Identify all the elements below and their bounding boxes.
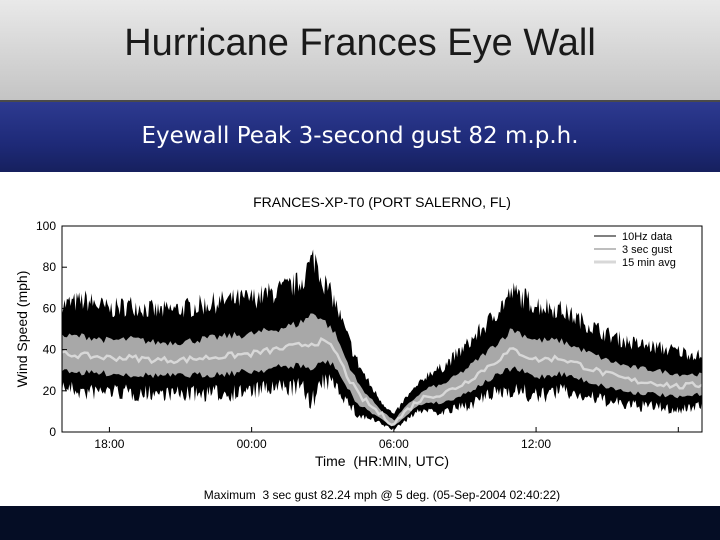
slide-subtitle: Eyewall Peak 3-second gust 82 m.p.h. [141, 123, 579, 149]
x-tick-label: 00:00 [237, 437, 267, 451]
x-tick-label: 06:00 [379, 437, 409, 451]
legend-label: 15 min avg [622, 257, 676, 269]
slide-title: Hurricane Frances Eye Wall [124, 22, 596, 64]
plot-frame [61, 225, 703, 433]
y-tick-label: 80 [43, 260, 57, 274]
chart-area: FRANCES-XP-T0 (PORT SALERNO, FL) 0 20 40 60… [0, 172, 720, 506]
y-axis-label: Wind Speed (mph) [14, 271, 30, 388]
15-min-avg-series [61, 337, 703, 427]
y-tick-label: 0 [49, 425, 56, 439]
x-axis-label: Time (HR:MIN, UTC) [315, 453, 449, 469]
legend-label: 3 sec gust [622, 244, 672, 256]
x-tick-label: 12:00 [521, 437, 551, 451]
10hz-data-series [62, 249, 702, 431]
y-tick-label: 20 [43, 384, 57, 398]
slide-title-bar: Hurricane Frances Eye Wall [0, 0, 720, 102]
3-sec-gust-series [62, 313, 702, 426]
x-tick-label: 18:00 [94, 437, 124, 451]
legend-label: 10Hz data [622, 231, 673, 243]
chart-title: FRANCES-XP-T0 (PORT SALERNO, FL) [253, 194, 511, 210]
y-tick-label: 100 [36, 219, 56, 233]
slide-subtitle-bar: Eyewall Peak 3-second gust 82 m.p.h. [0, 102, 720, 172]
wind-speed-chart: FRANCES-XP-T0 (PORT SALERNO, FL) 0 20 40 60… [14, 194, 703, 502]
y-tick-label: 60 [43, 301, 57, 315]
slide-footer-bar [0, 506, 720, 540]
y-tick-label: 40 [43, 343, 57, 357]
chart-footnote: Maximum 3 sec gust 82.24 mph @ 5 deg. (0… [204, 488, 560, 502]
